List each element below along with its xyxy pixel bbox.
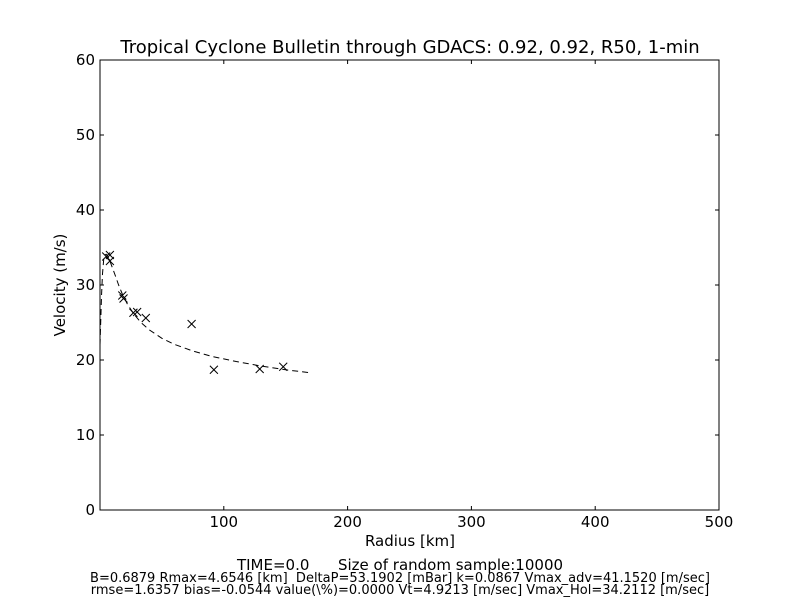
data-point-marker — [209, 365, 219, 375]
plot-area: 100 200 300 400 500 0 10 20 30 40 50 60 — [76, 51, 733, 531]
y-tick-label: 60 — [76, 51, 95, 69]
data-point-marker — [187, 319, 196, 329]
y-axis-ticks: 0 10 20 30 40 50 60 — [76, 51, 719, 519]
data-point-marker — [129, 308, 138, 318]
data-point-marker — [278, 362, 288, 372]
x-tick-label: 400 — [581, 513, 610, 531]
y-tick-label: 50 — [76, 126, 95, 144]
plot-frame — [99, 59, 720, 511]
footer-statistics: rmse=1.6357 bias=-0.0544 value(\%)=0.000… — [91, 583, 709, 598]
fit-curve-layer — [99, 253, 311, 374]
footer-time-sample: TIME=0.0 Size of random sample:10000 — [236, 556, 563, 574]
x-axis-label: Radius [km] — [365, 532, 455, 550]
y-tick-label: 40 — [76, 201, 95, 219]
fit-curve — [99, 253, 311, 374]
footer-parameters: B=0.6879 Rmax=4.6546 [km] DeltaP=53.1902… — [90, 571, 710, 586]
data-point-marker — [119, 294, 128, 303]
y-tick-label: 20 — [76, 351, 95, 369]
y-axis-label: Velocity (m/s) — [51, 234, 69, 337]
x-tick-label: 200 — [333, 513, 362, 531]
y-tick-label: 30 — [76, 276, 95, 294]
x-axis-ticks: 100 200 300 400 500 — [209, 60, 733, 531]
y-tick-label: 10 — [76, 426, 95, 444]
data-point-marker — [117, 291, 127, 300]
y-tick-label: 0 — [85, 501, 95, 519]
x-tick-label: 100 — [209, 513, 238, 531]
x-tick-label: 300 — [457, 513, 486, 531]
data-point-marker — [141, 313, 151, 323]
x-tick-label: 500 — [705, 513, 734, 531]
chart-title: Tropical Cyclone Bulletin through GDACS:… — [119, 37, 699, 58]
observation-markers — [101, 250, 288, 375]
data-point-marker — [255, 364, 265, 374]
data-point-marker — [132, 307, 142, 317]
data-point-marker — [105, 256, 115, 266]
